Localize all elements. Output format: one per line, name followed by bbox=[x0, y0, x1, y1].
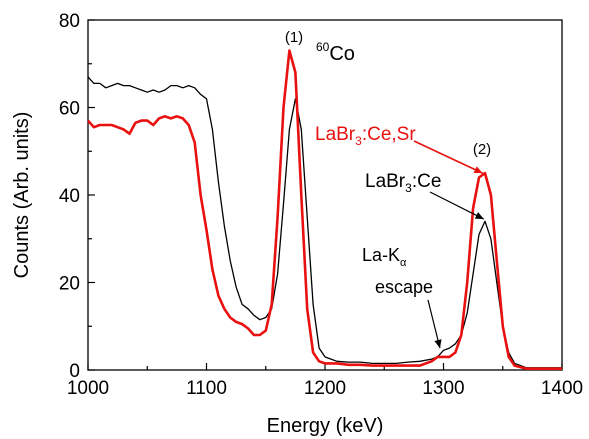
x-tick-label: 1000 bbox=[67, 378, 109, 399]
axis-tick-labels: 1000 1100 1200 1300 1400 0 20 40 60 80 bbox=[59, 11, 583, 399]
escape-sub: α bbox=[400, 257, 407, 269]
x-tick-label: 1400 bbox=[541, 378, 583, 399]
legend-labr3-ce-sr: LaBr3:Ce,Sr bbox=[315, 124, 416, 148]
arrow-escape-head bbox=[434, 339, 442, 349]
arrow-black-label bbox=[429, 191, 485, 220]
y-tick-label: 20 bbox=[59, 274, 80, 295]
black-label-rest: :Ce bbox=[412, 171, 442, 192]
source-isotope-mass: 60 bbox=[316, 40, 330, 54]
series-line-labr3-ce-sr bbox=[87, 49, 562, 370]
x-tick-label: 1200 bbox=[304, 378, 346, 399]
peak2-label: (2) bbox=[473, 141, 491, 158]
red-label-main: LaBr bbox=[315, 124, 356, 145]
y-tick-label: 40 bbox=[59, 186, 80, 207]
red-label-rest: :Ce,Sr bbox=[362, 124, 417, 145]
source-element: Co bbox=[329, 43, 355, 65]
series-lines bbox=[87, 49, 562, 370]
black-label-sub: 3 bbox=[405, 181, 412, 195]
legend-labr3-ce: LaBr3:Ce bbox=[365, 171, 441, 195]
peak1-label: (1) bbox=[285, 29, 303, 46]
escape-label-line2: escape bbox=[375, 277, 433, 297]
x-axis-label: Energy (keV) bbox=[267, 415, 384, 437]
red-label-sub: 3 bbox=[355, 134, 362, 148]
y-tick-label: 80 bbox=[59, 11, 80, 32]
y-tick-label: 60 bbox=[59, 99, 80, 120]
black-label-main: LaBr bbox=[365, 171, 406, 192]
x-tick-label: 1100 bbox=[186, 378, 227, 399]
arrow-red-label bbox=[413, 140, 483, 174]
arrow-red-label-head bbox=[473, 166, 483, 174]
escape-main: La-K bbox=[362, 245, 400, 265]
annotation-arrows bbox=[413, 140, 485, 349]
series-line-labr3-ce bbox=[87, 76, 562, 369]
escape-label-line1: La-Kα bbox=[362, 245, 407, 269]
y-axis-label: Counts (Arb. units) bbox=[11, 112, 33, 279]
axis-ticks bbox=[87, 19, 563, 371]
arrow-black-label-head bbox=[474, 212, 484, 220]
x-tick-label: 1300 bbox=[422, 378, 464, 399]
y-tick-label: 0 bbox=[69, 361, 80, 382]
arrow-escape bbox=[427, 299, 441, 349]
source-label: 60Co bbox=[316, 40, 355, 65]
